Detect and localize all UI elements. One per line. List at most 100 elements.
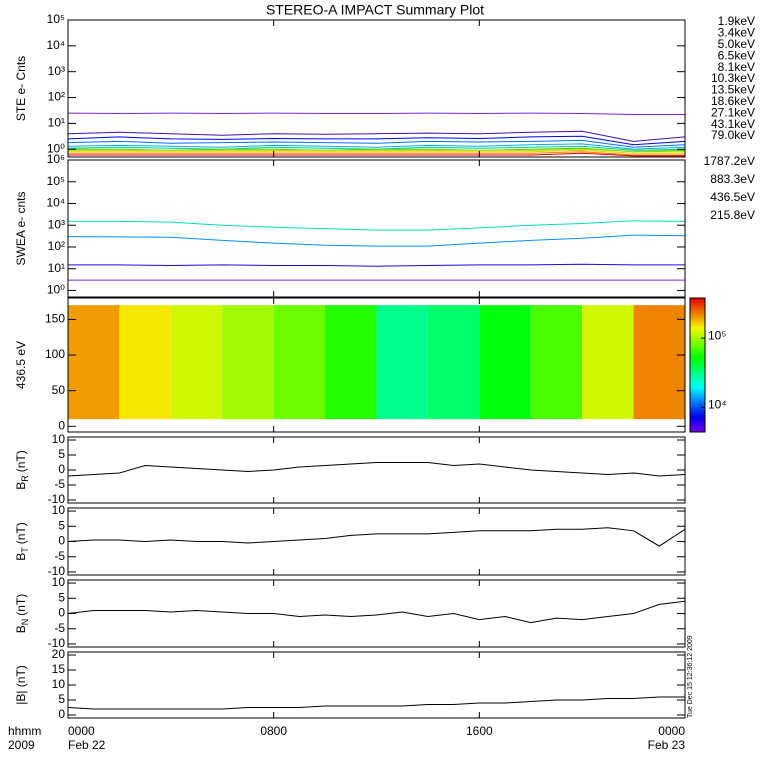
legend-entry: 883.3eV <box>710 172 755 186</box>
series-line <box>68 130 685 142</box>
colorbar-step <box>690 411 705 415</box>
panel-frame <box>67 651 686 719</box>
colorbar-step <box>690 380 705 384</box>
colorbar-step <box>690 362 705 366</box>
y-axis-label: BT (nT) <box>14 522 30 561</box>
colorbar-step <box>690 322 705 326</box>
y-tick-label: 10 <box>52 503 66 517</box>
colorbar-step <box>690 400 705 404</box>
colorbar-step <box>690 382 705 386</box>
colorbar-step <box>690 409 705 413</box>
colorbar-tick-label: 10⁵ <box>708 328 726 342</box>
legend-entry: 13.5keV <box>711 83 755 97</box>
colorbar-step <box>690 353 705 357</box>
series-line <box>68 148 685 153</box>
y-axis-label-sub: T <box>20 547 30 553</box>
y-axis-label-sub: N <box>20 619 30 626</box>
colorbar-step <box>690 396 705 399</box>
colorbar-step <box>690 365 705 368</box>
y-axis-label: BN (nT) <box>14 594 30 634</box>
y-tick-label: 10² <box>48 90 65 104</box>
colorbar-step <box>690 369 705 373</box>
y-tick-label: 100 <box>45 347 65 361</box>
colorbar-step <box>690 329 705 332</box>
series-line <box>68 152 685 157</box>
legend-entry: 436.5eV <box>710 190 755 204</box>
x-tick-label: 0000 <box>658 724 685 738</box>
panel-frame <box>67 507 686 576</box>
y-axis-label: BR (nT) <box>14 450 30 490</box>
plot-title: STEREO-A IMPACT Summary Plot <box>266 2 484 18</box>
colorbar-step <box>690 378 705 382</box>
y-tick-label: 5 <box>58 590 65 604</box>
series-line <box>68 112 685 115</box>
y-axis-label: SWEA e- cnts <box>14 191 28 265</box>
x-axis-label: hhmm <box>8 724 41 738</box>
legend-entry: 8.1keV <box>718 60 755 74</box>
y-tick-label: 10⁶ <box>47 152 65 166</box>
heat-cell <box>325 305 377 420</box>
timestamp: Tue Dec 15 12:36:12 2009 <box>687 635 694 718</box>
heat-cell <box>376 305 428 420</box>
series-line <box>68 527 685 547</box>
y-tick-label: 50 <box>52 383 66 397</box>
heat-cell <box>479 305 531 420</box>
x-tick-label: 0000 <box>68 724 95 738</box>
colorbar-step <box>690 358 705 362</box>
colorbar-step <box>690 356 705 359</box>
colorbar-step <box>690 394 705 397</box>
panel-frame <box>67 159 686 298</box>
y-tick-label: 0 <box>58 418 65 432</box>
y-axis-label-main: STE e- Cnts <box>14 56 28 121</box>
colorbar-step <box>690 376 705 379</box>
legend-entry: 18.6keV <box>711 94 755 108</box>
colorbar-step <box>690 349 705 353</box>
y-tick-label: 10⁴ <box>46 196 65 210</box>
colorbar-step <box>690 425 705 429</box>
y-tick-label: -5 <box>54 477 65 491</box>
heat-cell <box>68 305 120 420</box>
y-tick-label: 0 <box>58 462 65 476</box>
colorbar-step <box>690 331 705 335</box>
y-tick-label: 10 <box>52 677 66 691</box>
y-axis-label: STE e- Cnts <box>14 56 28 121</box>
y-tick-label: 10³ <box>48 217 65 231</box>
y-axis-label-unit: (nT) <box>14 594 28 616</box>
colorbar-step <box>690 398 705 402</box>
y-tick-label: -5 <box>54 549 65 563</box>
legend-entry: 3.4keV <box>718 26 755 40</box>
colorbar-step <box>690 402 705 406</box>
y-axis-label-main: B <box>14 553 28 561</box>
x-tick-label: 1600 <box>466 724 493 738</box>
series-line <box>68 234 685 247</box>
colorbar-step <box>690 389 705 393</box>
heat-cell <box>170 305 223 420</box>
colorbar-step <box>690 416 705 420</box>
heat-cell <box>119 305 171 420</box>
panel-frame <box>67 436 686 504</box>
colorbar-step <box>690 429 705 433</box>
colorbar-step <box>690 302 705 306</box>
y-tick-label: -10 <box>48 636 66 650</box>
heat-cell <box>222 305 274 420</box>
colorbar-step <box>690 407 705 411</box>
colorbar-step <box>690 333 705 337</box>
legend-entry: 1.9keV <box>718 14 755 28</box>
legend-entry: 5.0keV <box>718 37 755 51</box>
series-line <box>68 143 685 150</box>
colorbar-step <box>690 304 705 308</box>
y-tick-label: 150 <box>45 312 65 326</box>
colorbar-step <box>690 385 705 388</box>
colorbar-step <box>690 320 705 324</box>
y-axis-label-main: B <box>14 625 28 633</box>
colorbar-step <box>690 298 705 301</box>
colorbar-step <box>690 306 705 310</box>
colorbar-step <box>690 347 705 350</box>
heat-cell <box>530 305 583 420</box>
series-line <box>68 462 685 477</box>
y-tick-label: 10⁴ <box>46 38 65 52</box>
y-axis-label: 436.5 eV <box>14 341 28 389</box>
series-line <box>68 696 685 710</box>
y-tick-label: -10 <box>48 564 66 578</box>
